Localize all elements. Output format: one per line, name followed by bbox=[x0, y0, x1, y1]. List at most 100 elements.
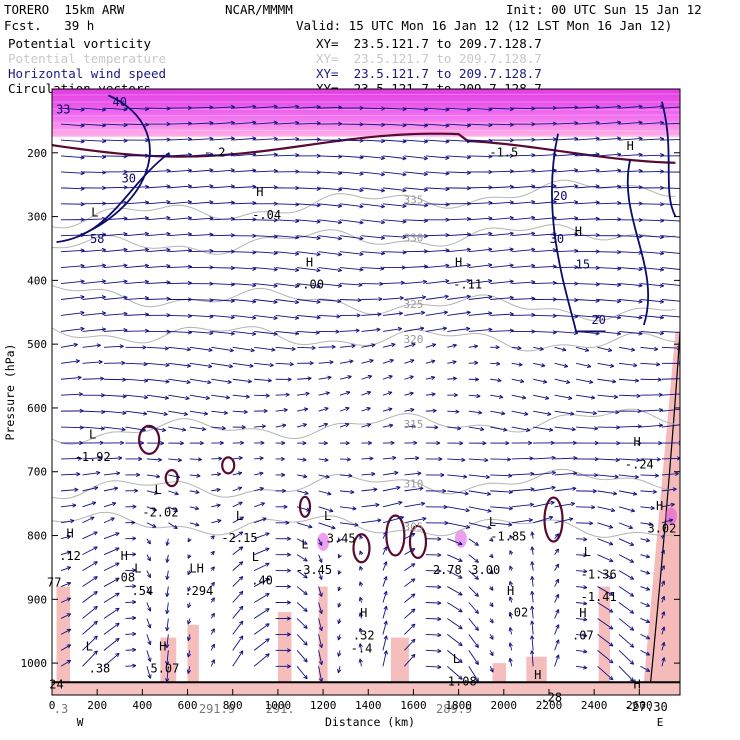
vector-shaft bbox=[339, 407, 350, 412]
vector-shaft bbox=[618, 602, 634, 614]
vector-shaft bbox=[232, 378, 252, 383]
vector-head bbox=[181, 427, 187, 432]
vector-head bbox=[383, 576, 388, 581]
extremum-label: .294 bbox=[184, 584, 213, 598]
vector-shaft bbox=[618, 554, 634, 563]
vector-head bbox=[72, 503, 77, 508]
vector-shaft bbox=[404, 409, 415, 412]
vector-shaft bbox=[168, 490, 179, 495]
vector-shaft bbox=[232, 330, 257, 335]
vector-shaft bbox=[468, 506, 492, 512]
vector-shaft bbox=[509, 658, 513, 667]
vector-head bbox=[101, 327, 107, 332]
vector-head bbox=[529, 502, 534, 507]
vector-head bbox=[123, 295, 128, 300]
vector-head bbox=[608, 625, 614, 630]
vector-head bbox=[323, 441, 328, 446]
vector-head bbox=[488, 279, 493, 284]
vector-head bbox=[147, 573, 151, 578]
vector-head bbox=[183, 411, 189, 416]
vector-head bbox=[608, 574, 614, 579]
vector-shaft bbox=[211, 488, 221, 492]
vector-head bbox=[574, 184, 579, 189]
vector-head bbox=[595, 136, 600, 141]
vector-shaft bbox=[447, 506, 470, 512]
vector-head bbox=[464, 491, 469, 496]
vector-head bbox=[337, 203, 343, 209]
vector-shaft bbox=[404, 219, 428, 222]
x-tick-label: 0 bbox=[49, 699, 56, 712]
vector-shaft bbox=[60, 659, 71, 667]
vector-head bbox=[497, 378, 502, 383]
vector-shaft bbox=[661, 626, 665, 635]
vector-head bbox=[146, 556, 151, 562]
extremum-label: H bbox=[656, 499, 663, 513]
vector-head bbox=[659, 234, 665, 240]
vector-shaft bbox=[640, 154, 664, 157]
vector-shaft bbox=[82, 635, 98, 651]
vector-head bbox=[589, 379, 594, 384]
vector-head bbox=[615, 457, 620, 463]
vector-shaft bbox=[168, 378, 191, 383]
vector-shaft bbox=[60, 376, 82, 380]
init-time: Init: 00 UTC Sun 15 Jan 12 bbox=[506, 2, 702, 17]
vector-head bbox=[327, 491, 332, 496]
vector-head bbox=[318, 609, 323, 614]
vector-head bbox=[165, 678, 170, 683]
vector-head bbox=[93, 591, 98, 596]
vector-head bbox=[528, 440, 533, 446]
vector-shaft bbox=[232, 410, 248, 413]
vector-shaft bbox=[166, 666, 169, 683]
vector-shaft bbox=[146, 154, 171, 157]
vector-head bbox=[466, 278, 471, 284]
vector-shaft bbox=[82, 531, 98, 540]
vector-shaft bbox=[425, 234, 450, 237]
vector-shaft bbox=[533, 282, 557, 285]
vector-head bbox=[402, 156, 407, 161]
vector-head bbox=[645, 538, 651, 543]
vector-head bbox=[645, 619, 651, 624]
vector-head bbox=[209, 168, 214, 173]
extremum-label: L bbox=[489, 515, 496, 529]
vector-head bbox=[400, 280, 405, 285]
vector-shaft bbox=[447, 218, 471, 221]
vector-head bbox=[265, 577, 270, 582]
vector-shaft bbox=[404, 533, 416, 540]
vector-head bbox=[345, 440, 350, 446]
vector-head bbox=[659, 407, 664, 413]
vector-head bbox=[273, 120, 278, 125]
vector-shaft bbox=[382, 297, 404, 300]
vector-head bbox=[205, 395, 210, 400]
vector-head bbox=[430, 375, 436, 381]
vector-shaft bbox=[361, 139, 385, 142]
vector-head bbox=[478, 410, 483, 415]
vector-shaft bbox=[211, 169, 235, 173]
vector-shaft bbox=[576, 538, 588, 540]
vector-shaft bbox=[146, 506, 157, 511]
vector-head bbox=[568, 517, 574, 522]
vector-shaft bbox=[232, 121, 257, 125]
vector-shaft bbox=[597, 106, 621, 109]
vector-shaft bbox=[447, 634, 463, 646]
vector-head bbox=[225, 395, 230, 400]
vector-head bbox=[392, 455, 397, 461]
vector-shaft bbox=[468, 538, 479, 546]
vector-head bbox=[377, 518, 382, 523]
vector-head bbox=[591, 395, 596, 400]
vector-head bbox=[552, 168, 557, 173]
vector-head bbox=[552, 215, 557, 221]
vector-head bbox=[359, 155, 364, 160]
vector-head bbox=[568, 395, 573, 400]
vector-shaft bbox=[296, 490, 309, 495]
vector-head bbox=[337, 570, 342, 575]
vector-head bbox=[294, 299, 300, 305]
pv-streak bbox=[52, 150, 680, 153]
vector-shaft bbox=[468, 650, 479, 665]
theta-contour-label: 305 bbox=[404, 520, 424, 533]
vector-shaft bbox=[297, 219, 321, 223]
vector-shaft bbox=[554, 346, 567, 351]
vector-shaft bbox=[189, 153, 214, 157]
wind-contour-label: 40 bbox=[113, 95, 127, 109]
vector-shaft bbox=[468, 458, 489, 461]
vector-shaft bbox=[554, 362, 568, 367]
